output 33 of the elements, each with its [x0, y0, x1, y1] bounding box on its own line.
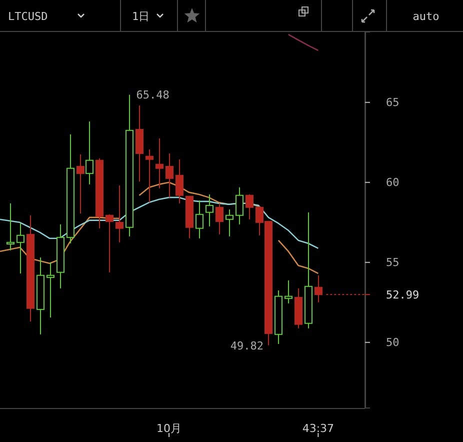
candlestick: [166, 152, 174, 198]
candlestick: [314, 274, 322, 303]
candlestick: [106, 214, 114, 273]
candlestick: [176, 158, 184, 204]
candlestick: [46, 262, 54, 318]
y-tick-label: 50: [386, 336, 400, 349]
candlestick: [16, 222, 24, 274]
y-tick-label: 65: [386, 96, 400, 109]
candlestick: [196, 200, 204, 239]
candlestick: [86, 120, 94, 185]
candlestick: [136, 104, 144, 182]
y-tick-label: 55: [386, 256, 400, 269]
candlestick: [246, 194, 254, 220]
text: auto: [412, 10, 440, 23]
candlestick: [236, 186, 244, 225]
candlestick: [76, 154, 84, 214]
line-series: [288, 34, 319, 52]
candlestick: [284, 280, 292, 304]
annotation: 49.82: [230, 339, 264, 352]
y-tick-label: 60: [386, 176, 400, 189]
candlestick: [116, 184, 124, 243]
candlestick: [226, 208, 234, 237]
text: 1日: [132, 10, 150, 23]
candlestick: [206, 194, 214, 227]
ref-line-label: 52.99: [386, 288, 420, 302]
x-tick-label: 10月: [156, 422, 182, 435]
candlestick: [216, 202, 224, 235]
x-tick-label: 43:37: [302, 422, 334, 435]
chart-title: LTCUSD: [8, 10, 48, 23]
candlestick: [146, 148, 154, 203]
candlestick: [6, 202, 14, 251]
annotation: 65.48: [136, 88, 170, 102]
candlestick: [156, 138, 164, 189]
